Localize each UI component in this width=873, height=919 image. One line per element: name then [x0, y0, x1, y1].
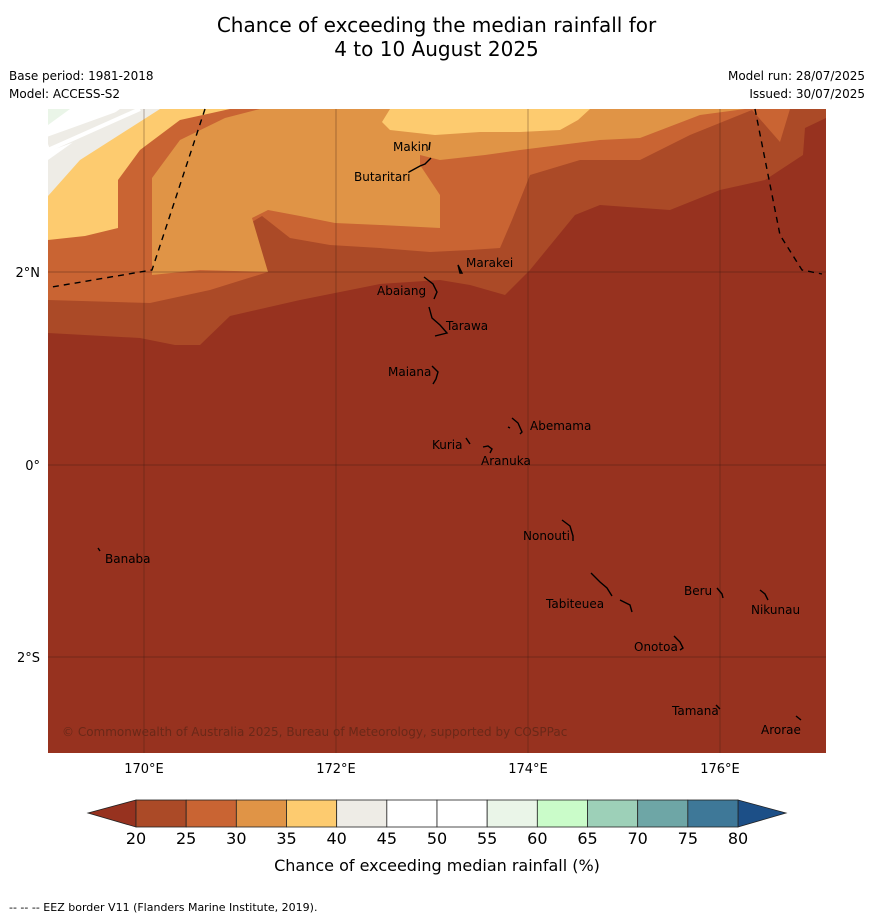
island-abaiang — [423, 276, 438, 300]
issued-date: Issued: 30/07/2025 — [749, 87, 865, 101]
label-makin: Makin — [393, 140, 429, 154]
lon-label-170e: 170°E — [124, 762, 164, 777]
colorbar-cell — [336, 799, 388, 828]
graticule — [48, 109, 826, 753]
title-line-2: 4 to 10 August 2025 — [334, 37, 539, 61]
place-labels: Makin Butaritari Marakei Abaiang Tarawa … — [105, 140, 801, 737]
label-tamana: Tamana — [671, 704, 719, 718]
lon-label-174e: 174°E — [508, 762, 548, 777]
label-tarawa: Tarawa — [445, 319, 488, 333]
label-tabiteuea: Tabiteuea — [545, 597, 604, 611]
colorbar-cell — [536, 799, 588, 828]
colorbar-tick-label: 25 — [176, 829, 196, 848]
colorbar-cell — [687, 799, 739, 828]
colorbar-tick-label: 75 — [678, 829, 698, 848]
colorbar-cell — [386, 799, 438, 828]
island-beru — [716, 587, 724, 599]
island-onotoa — [673, 635, 684, 651]
label-maiana: Maiana — [388, 365, 431, 379]
colorbar-tick-label: 35 — [276, 829, 296, 848]
base-period: Base period: 1981-2018 — [9, 69, 154, 83]
island-abemama — [507, 417, 523, 435]
eez-footnote: -- -- -- EEZ border V11 (Flanders Marine… — [9, 901, 318, 914]
colorbar-cell — [587, 799, 639, 828]
island-nikunau — [759, 589, 769, 601]
probability-fill — [48, 109, 826, 753]
island-nonouti — [561, 519, 574, 541]
label-abaiang: Abaiang — [377, 284, 426, 298]
lat-label-2n: 2°N — [16, 266, 41, 281]
island-arorae — [795, 715, 802, 721]
colorbar-tick-label: 50 — [427, 829, 447, 848]
label-onotoa: Onotoa — [634, 640, 678, 654]
colorbar-label: Chance of exceeding median rainfall (%) — [274, 856, 600, 875]
copyright-watermark: © Commonwealth of Australia 2025, Bureau… — [62, 725, 567, 739]
island-butaritari — [408, 157, 432, 173]
colorbar-tick-label: 20 — [126, 829, 146, 848]
colorbar-tick-label: 40 — [326, 829, 346, 848]
colorbar-tick-label: 80 — [728, 829, 748, 848]
label-nonouti: Nonouti — [523, 529, 570, 543]
label-butaritari: Butaritari — [354, 170, 411, 184]
label-abemama: Abemama — [530, 419, 591, 433]
island-marakei — [457, 264, 464, 274]
colorbar-cell — [436, 799, 488, 828]
label-banaba: Banaba — [105, 552, 151, 566]
lat-label-2s: 2°S — [17, 651, 40, 666]
label-kuria: Kuria — [432, 438, 463, 452]
label-beru: Beru — [684, 584, 712, 598]
colorbar: 20 25 30 35 40 45 50 55 60 65 70 75 80 — [86, 799, 788, 848]
colorbar-high-extend — [737, 799, 788, 828]
colorbar-cell — [486, 799, 538, 828]
colorbar-cell — [185, 799, 237, 828]
band-45-50-streak — [48, 109, 141, 152]
lon-label-172e: 172°E — [316, 762, 356, 777]
island-aranuka — [482, 445, 493, 454]
island-banaba — [97, 547, 101, 552]
model-name: Model: ACCESS-S2 — [9, 87, 121, 101]
island-kuria — [465, 437, 471, 445]
colorbar-tick-label: 65 — [577, 829, 597, 848]
colorbar-low-extend — [86, 799, 137, 828]
colorbar-cell — [235, 799, 287, 828]
colorbar-cell — [637, 799, 689, 828]
lon-label-176e: 176°E — [700, 762, 740, 777]
band-30-35 — [48, 109, 745, 275]
lat-label-0: 0° — [25, 459, 40, 474]
model-run: Model run: 28/07/2025 — [727, 69, 865, 83]
colorbar-cell — [135, 799, 187, 828]
island-tabiteuea — [590, 572, 633, 613]
colorbar-tick-label: 55 — [477, 829, 497, 848]
colorbar-tick-label: 45 — [377, 829, 397, 848]
island-tarawa — [428, 306, 449, 337]
title-line-1: Chance of exceeding the median rainfall … — [216, 13, 657, 37]
label-aranuka: Aranuka — [481, 454, 531, 468]
colorbar-tick-label: 60 — [527, 829, 547, 848]
label-arorae: Arorae — [761, 723, 801, 737]
island-outlines — [97, 141, 802, 721]
band-35-40-north — [382, 109, 590, 135]
colorbar-tick-label: 30 — [226, 829, 246, 848]
axis-labels: 2°N 0° 2°S 170°E 172°E 174°E 176°E — [16, 266, 740, 777]
label-marakei: Marakei — [466, 256, 513, 270]
colorbar-tick-label: 70 — [627, 829, 647, 848]
band-55-60 — [48, 109, 70, 125]
eez-border — [51, 108, 823, 288]
island-maiana — [431, 365, 439, 385]
island-tamana — [715, 704, 721, 710]
label-nikunau: Nikunau — [751, 603, 800, 617]
island-makin — [428, 141, 431, 151]
colorbar-cell — [286, 799, 338, 828]
